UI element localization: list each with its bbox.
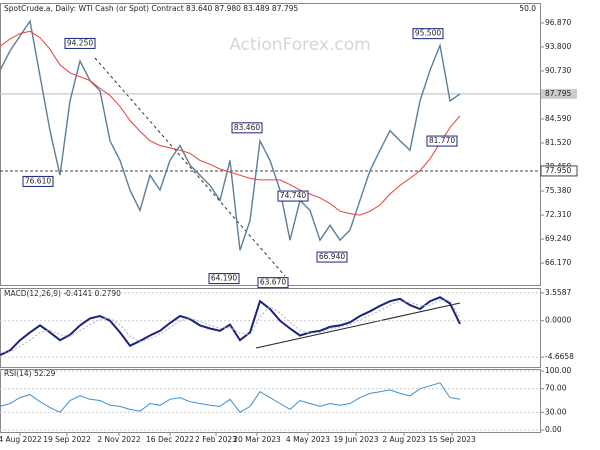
y-tick-label: 93.800 (545, 42, 571, 51)
price-label-box (541, 88, 577, 99)
annotation-label: 94.250 (67, 38, 93, 47)
annotation-box (257, 277, 289, 289)
x-tick-label: 4 May 2023 (286, 435, 330, 444)
macd-panel (0, 288, 541, 368)
annotation-box (22, 175, 54, 187)
annotation-box (64, 37, 96, 49)
annotation-label: 64.190 (211, 274, 237, 283)
price-label: 77.950 (545, 166, 571, 175)
y-tick-label: 0.00 (545, 425, 562, 434)
annotation-box (208, 273, 240, 285)
rsi-title: RSI(14) 52.29 (4, 369, 56, 378)
y-tick-label: 69.240 (545, 234, 571, 243)
y-tick-label: 3.5587 (545, 288, 571, 297)
chart-title: SpotCrude.a, Daily: WTI Cash (or Spot) C… (4, 4, 298, 13)
x-tick-label: 19 Sep 2022 (43, 435, 91, 444)
annotation-label: 83.460 (234, 123, 260, 132)
annotation-box (426, 135, 458, 147)
x-tick-label: 15 Sep 2023 (428, 435, 476, 444)
y-tick-label: 81.520 (545, 138, 571, 147)
price-label-box (540, 165, 578, 177)
annotation-box (316, 251, 348, 263)
series-line (0, 30, 461, 216)
macd-title: MACD(12,26,9) -0.4141 0.2790 (4, 289, 121, 298)
annotation-label: 63.670 (260, 278, 286, 287)
y-tick-label: 66.170 (545, 258, 571, 267)
series-line (0, 296, 461, 357)
annotation-box (231, 122, 263, 134)
price-label: 87.795 (545, 89, 571, 98)
y-tick-label: -4.6658 (545, 352, 574, 361)
x-tick-label: 2 Aug 2023 (382, 435, 425, 444)
x-tick-label: 16 Dec 2022 (146, 435, 194, 444)
y-tick-label: 30.00 (545, 407, 567, 416)
annotation-box (277, 190, 309, 202)
y-tick-label: 90.730 (545, 66, 571, 75)
series-line (0, 19, 461, 251)
annotation-label: 95.500 (415, 29, 441, 38)
series-line (0, 299, 461, 353)
x-tick-label: 2 Feb 2023 (195, 435, 237, 444)
x-tick-label: 19 Jun 2023 (333, 435, 378, 444)
y-tick-label: 0.0000 (545, 316, 571, 325)
x-tick-label: 20 Mar 2023 (233, 435, 281, 444)
y-tick-label: 96.870 (545, 18, 571, 27)
series-line (0, 382, 461, 413)
y-tick-label: 72.310 (545, 210, 571, 219)
x-tick-label: 4 Aug 2022 (0, 435, 42, 444)
annotation-box (412, 28, 444, 40)
annotation-label: 81.770 (429, 136, 455, 145)
y-tick-label: 84.590 (545, 114, 571, 123)
annotation-label: 66.940 (319, 252, 345, 261)
x-tick-label: 2 Nov 2022 (97, 435, 140, 444)
y-tick-label: 70.00 (545, 384, 567, 393)
macd-trendline (255, 302, 461, 349)
corner-label: 50.0 (519, 4, 536, 13)
y-tick-label: 100.00 (545, 366, 571, 375)
watermark: ActionForex.com (229, 35, 370, 55)
rsi-panel (0, 369, 541, 433)
annotation-label: 76.610 (25, 176, 51, 185)
annotation-label: 74.740 (280, 191, 306, 200)
y-tick-label: 75.380 (545, 186, 571, 195)
